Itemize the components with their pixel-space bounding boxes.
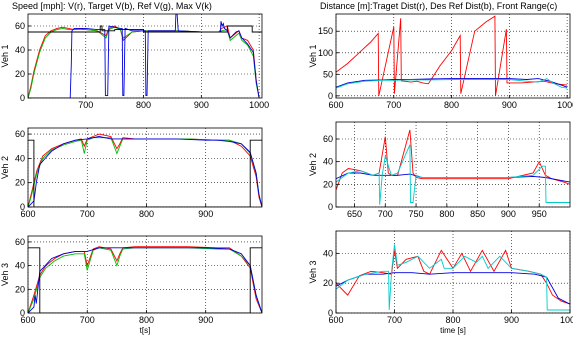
x-tick-label: 800 [139, 315, 154, 325]
y-tick-label: 60 [15, 237, 25, 247]
series-line-3 [28, 14, 260, 98]
y-tick-label: 20 [323, 278, 333, 288]
series-line-1 [28, 246, 262, 313]
y-axis-label: Veh 3 [0, 263, 10, 286]
series-line-3 [336, 244, 570, 311]
x-tick-label: 600 [328, 315, 343, 325]
x-tick-label: 1000 [560, 315, 573, 325]
x-tick-label: 700 [78, 100, 93, 110]
y-tick-label: 0 [20, 308, 25, 318]
x-tick-label: 750 [409, 209, 424, 219]
x-tick-label: 600 [20, 315, 35, 325]
axes-frame [335, 13, 571, 99]
series-line-2 [336, 272, 570, 305]
series-line-1 [336, 15, 568, 96]
y-axis-label: Veh 2 [0, 156, 10, 179]
plot-area [336, 122, 570, 207]
x-tick-label: 600 [20, 209, 35, 219]
axes-frame [27, 13, 263, 99]
subplot-6: 600 700 800 900 1000 0 20 40 Veh 3 time [s] [308, 230, 573, 335]
x-tick-label: 800 [139, 209, 154, 219]
y-tick-label: 40 [323, 248, 333, 258]
x-tick-label: 1000 [557, 100, 573, 110]
subplot-3: 600 700 800 900 0 20 40 60 Veh 2 [0, 127, 263, 219]
x-tick-label: 700 [387, 315, 402, 325]
axes-frame [27, 127, 263, 208]
x-tick-label: 700 [80, 315, 95, 325]
y-tick-label: 0 [20, 93, 25, 103]
x-tick-label: 800 [445, 315, 460, 325]
y-tick-label: 20 [323, 179, 333, 189]
y-tick-label: 60 [323, 134, 333, 144]
series-line-1 [28, 133, 262, 207]
series-line-4 [28, 247, 262, 313]
x-tick-label: 1000 [249, 100, 269, 110]
y-tick-label: 150 [318, 26, 333, 36]
y-tick-label: 0 [328, 308, 333, 318]
x-tick-label: 700 [378, 209, 393, 219]
series-line-4 [28, 139, 262, 207]
y-axis-label: Veh 1 [0, 44, 10, 67]
chart-title: Distance [m]:Traget Dist(r), Des Ref Dis… [320, 1, 557, 11]
chart-title: Speed [mph]: V(r), Target V(b), Ref V(g)… [12, 1, 212, 11]
series-line-3 [336, 144, 570, 205]
y-tick-label: 40 [15, 261, 25, 271]
x-tick-label: 900 [198, 209, 213, 219]
plot-area [336, 14, 570, 98]
series-line-3 [28, 136, 262, 207]
series-line-2 [336, 78, 568, 88]
y-tick-label: 20 [15, 69, 25, 79]
x-tick-label: 950 [532, 209, 547, 219]
x-tick-label: 900 [198, 315, 213, 325]
axes-frame [335, 121, 571, 208]
y-tick-label: 20 [15, 178, 25, 188]
y-tick-label: 0 [20, 202, 25, 212]
x-tick-label: 800 [136, 100, 151, 110]
x-tick-label: 900 [501, 209, 516, 219]
x-tick-label: 700 [80, 209, 95, 219]
y-tick-label: 20 [15, 284, 25, 294]
subplot-5: 600 700 800 900 0 20 40 60 Veh 3 t[s] [0, 235, 263, 335]
axes-frame [27, 235, 263, 314]
subplot-1: 700 800 900 1000 0 20 40 60 Veh 1 Speed [mph]: V(… [0, 1, 269, 110]
x-tick-label: 800 [439, 209, 454, 219]
y-axis-label: Veh 3 [308, 260, 318, 283]
y-tick-label: 40 [15, 45, 25, 55]
x-tick-label: 900 [502, 100, 517, 110]
y-axis-label: Veh 1 [308, 44, 318, 67]
x-tick-label: 850 [470, 209, 485, 219]
y-tick-label: 60 [15, 129, 25, 139]
series-line-4 [28, 25, 262, 33]
y-tick-label: 0 [328, 202, 333, 212]
x-tick-label: 600 [328, 100, 343, 110]
series-line-3 [28, 247, 262, 313]
y-tick-label: 60 [15, 21, 25, 31]
y-tick-label: 0 [328, 91, 333, 101]
y-tick-label: 40 [15, 153, 25, 163]
y-tick-label: 100 [318, 48, 333, 58]
series-line-3 [336, 78, 568, 89]
x-axis-label: t[s] [140, 326, 151, 335]
x-tick-label: 900 [504, 315, 519, 325]
x-tick-label: 650 [347, 209, 362, 219]
y-tick-label: 50 [323, 69, 333, 79]
x-axis-label: time [s] [440, 326, 466, 335]
y-tick-label: 40 [323, 157, 333, 167]
x-tick-label: 800 [444, 100, 459, 110]
subplot-4: 650 700 750 800 850 900 950 0 20 40 60 Veh 2 [308, 121, 571, 219]
x-tick-label: 900 [194, 100, 209, 110]
y-axis-label: Veh 2 [308, 153, 318, 176]
x-tick-label: 700 [386, 100, 401, 110]
